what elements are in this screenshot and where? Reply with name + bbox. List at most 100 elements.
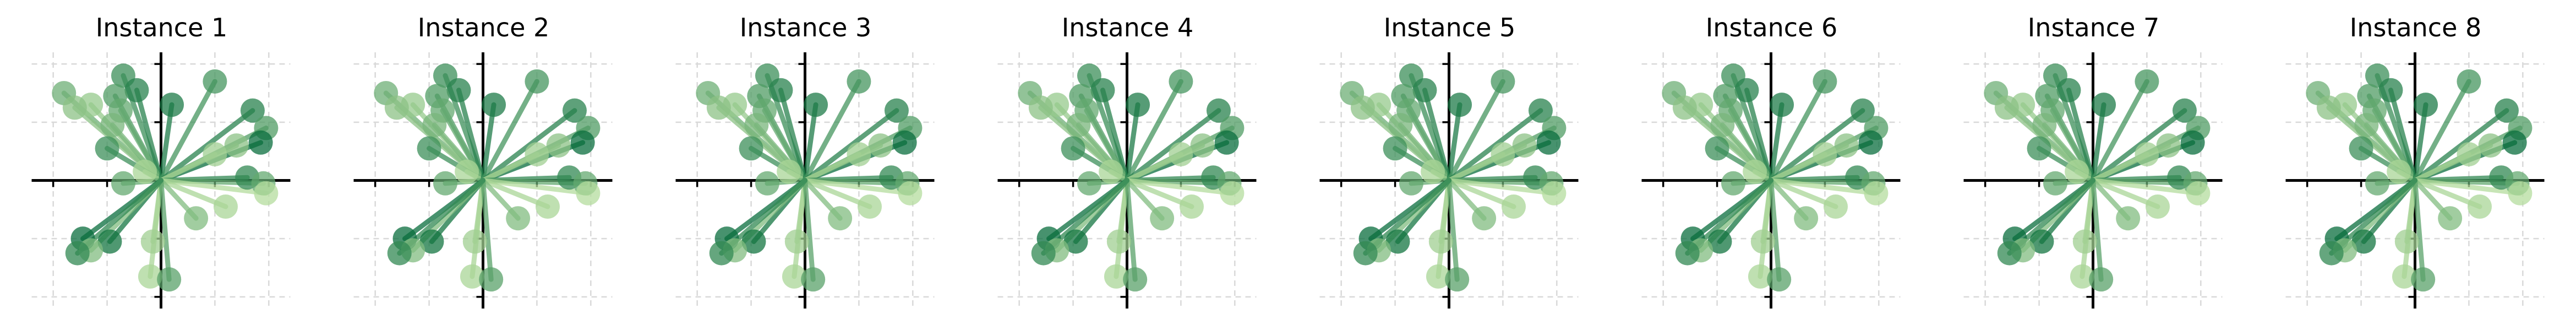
vector-line [159,178,172,282]
vector-line [481,79,539,183]
data-point [1721,171,1745,196]
data-point [828,206,853,231]
data-point [1220,181,1245,205]
data-point [576,181,601,205]
data-point [868,133,893,158]
vector-line [2091,102,2106,183]
data-point [506,206,531,231]
data-point [482,93,506,117]
data-point [1794,206,1819,231]
data-point [2092,93,2116,117]
chart-title: Instance 1 [96,13,228,42]
data-point [1399,171,1423,196]
data-point [2156,133,2181,158]
data-point [525,142,549,166]
data-point [97,229,122,254]
vector-line [778,88,807,183]
data-point [1388,113,1413,138]
data-point [100,113,125,138]
data-point [1748,264,1772,289]
data-point [2135,142,2159,166]
data-point [1824,194,1848,219]
data-point [1421,159,1445,184]
data-point [777,159,801,184]
data-point [768,78,793,102]
data-point [1813,142,1837,166]
vector-line [1769,178,1879,196]
data-point [739,136,763,161]
vector-line [2413,102,2428,183]
chart-title: Instance 2 [418,13,550,42]
vector-line [2388,88,2417,183]
vector-line [1114,178,1129,279]
data-point [157,267,182,292]
vector-line [456,88,485,183]
data-point [709,241,734,266]
data-point [1675,241,1700,266]
vector-line [2091,79,2149,183]
data-point [536,194,560,219]
data-point [847,142,871,166]
data-point [460,264,484,289]
data-point [1123,267,1148,292]
data-point [479,267,504,292]
data-point [2508,181,2533,205]
data-point [2365,171,2389,196]
data-point [1472,206,1497,231]
data-point [1813,69,1837,94]
data-point [2354,113,2379,138]
data-point [1426,264,1450,289]
data-point [744,113,769,138]
data-point [2457,142,2481,166]
data-point [2056,78,2081,102]
data-point [111,171,135,196]
data-point [138,264,162,289]
chart-title: Instance 4 [1062,13,1194,42]
data-point [1383,136,1407,161]
data-point [847,69,871,94]
data-point [1707,229,1732,254]
data-point [1502,194,1526,219]
data-point [1126,93,1150,117]
data-point [2438,206,2463,231]
vector-line [2413,178,2426,282]
data-point [2502,130,2527,155]
data-point [62,95,87,120]
data-point [203,142,227,166]
data-point [1169,69,1193,94]
chart-title: Instance 3 [740,13,872,42]
data-point [2468,194,2492,219]
chart-panel: Instance 2 [353,13,613,309]
data-point [1767,267,1792,292]
vector-line [1447,178,1557,196]
data-point [1028,95,1053,120]
data-point [2394,229,2419,254]
vector-line [792,178,807,279]
data-point [1061,136,1085,161]
data-point [2043,171,2067,196]
vector-line [2080,178,2095,279]
data-point [1353,241,1378,266]
vector-line [159,102,174,183]
vector-line [134,88,163,183]
data-point [160,93,184,117]
data-point [2070,264,2094,289]
data-point [1412,78,1437,102]
data-point [570,130,595,155]
data-point [2172,98,2197,123]
data-point [1448,93,1472,117]
vector-line [803,178,816,282]
data-point [1994,95,2019,120]
data-point [2116,206,2141,231]
vector-line [1744,88,1773,183]
data-point [782,264,806,289]
data-point [417,136,441,161]
vector-line [148,178,163,279]
chart-panel: Instance 6 [1641,13,1901,309]
data-point [1445,267,1470,292]
vector-line [1447,102,1462,183]
chart-panel: Instance 7 [1963,13,2223,309]
data-point [546,133,571,158]
vector-line [470,178,485,279]
